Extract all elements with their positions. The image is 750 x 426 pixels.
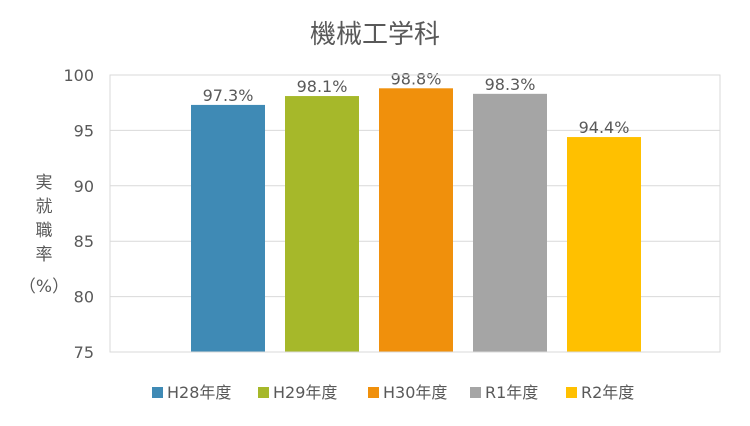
legend: H28年度 H29年度 H30年度 R1年度 R2年度 (152, 383, 634, 402)
bar-2 (285, 96, 359, 352)
bars (191, 88, 641, 353)
chart-title: 機械工学科 (310, 20, 440, 50)
legend-item: H29年度 (258, 383, 337, 402)
legend-swatch (368, 387, 379, 398)
bar-5 (567, 137, 641, 352)
y-axis-label-char: 就 (36, 197, 53, 217)
legend-label: H29年度 (273, 383, 337, 402)
legend-label: H30年度 (383, 383, 447, 402)
y-tick-label: 95 (74, 121, 94, 140)
data-label: 98.8% (391, 69, 442, 88)
y-axis-label-char: 率 (36, 245, 53, 265)
legend-swatch (152, 387, 163, 398)
y-axis-ticks: 75 80 85 90 95 100 (63, 66, 94, 362)
legend-swatch (470, 387, 481, 398)
plot-frame (109, 74, 721, 353)
y-axis-label-char: 職 (36, 221, 53, 241)
legend-label: R2年度 (581, 383, 634, 402)
data-label: 97.3% (203, 86, 254, 105)
y-axis-label-char: 実 (36, 173, 53, 193)
y-axis-label-char: （%） (19, 277, 69, 297)
legend-swatch (566, 387, 577, 398)
legend-item: H30年度 (368, 383, 447, 402)
legend-label: H28年度 (167, 383, 231, 402)
y-tick-label: 80 (74, 288, 94, 307)
bar-1 (191, 104, 265, 352)
legend-label: R1年度 (485, 383, 538, 402)
legend-item: R2年度 (566, 383, 634, 402)
data-label: 98.3% (485, 75, 536, 94)
data-label: 94.4% (579, 118, 630, 137)
y-tick-label: 90 (74, 177, 94, 196)
y-tick-label: 85 (74, 232, 94, 251)
legend-item: H28年度 (152, 383, 231, 402)
legend-swatch (258, 387, 269, 398)
y-tick-label: 100 (63, 66, 94, 85)
data-labels: 97.3% 98.1% 98.8% 98.3% 94.4% (203, 69, 630, 137)
bar-4 (473, 93, 547, 352)
legend-item: R1年度 (470, 383, 538, 402)
data-label: 98.1% (297, 77, 348, 96)
y-tick-label: 75 (74, 343, 94, 362)
bar-3 (379, 88, 453, 353)
